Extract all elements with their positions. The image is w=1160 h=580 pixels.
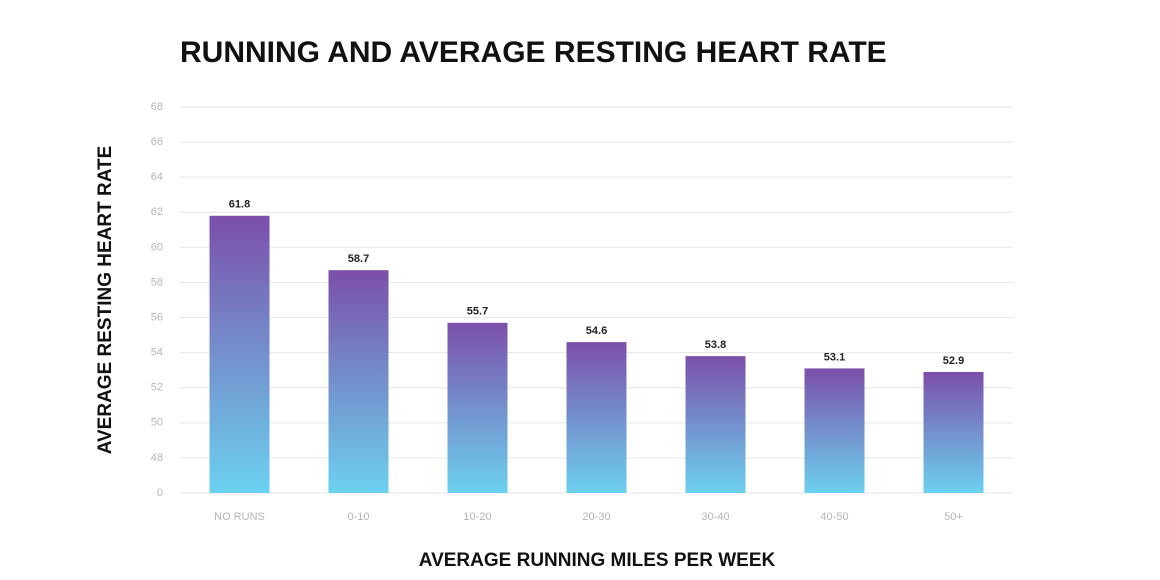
y-tick-label: 50 [151,417,163,429]
y-tick-label: 48 [151,452,163,464]
y-tick-label: 56 [151,311,163,323]
y-axis-label: AVERAGE RESTING HEART RATE [95,146,116,455]
x-tick-label: NO RUNS [214,511,265,523]
x-tick-label: 50+ [944,511,963,523]
bar [685,356,746,493]
bar [566,342,627,493]
x-tick-label: 30-40 [701,511,729,523]
chart-title: RUNNING AND AVERAGE RESTING HEART RATE [180,36,887,69]
y-tick-label: 68 [151,101,163,113]
value-label: 53.8 [705,339,726,351]
value-label: 55.7 [467,306,488,318]
y-tick-label: 62 [151,206,163,218]
value-label: 58.7 [348,253,369,265]
y-tick-label: 0 [157,487,163,499]
value-label: 54.6 [586,325,607,337]
bar [328,270,389,493]
y-tick-label: 54 [151,347,163,359]
x-tick-label: 40-50 [820,511,848,523]
y-tick-label: 64 [151,171,163,183]
value-label: 61.8 [229,199,250,211]
value-label: 53.1 [824,351,845,363]
x-tick-label: 20-30 [582,511,610,523]
y-tick-label: 60 [151,241,163,253]
y-tick-label: 52 [151,382,163,394]
bar [804,368,865,493]
bar [447,322,508,493]
value-label: 52.9 [943,355,964,367]
x-axis-label: AVERAGE RUNNING MILES PER WEEK [419,550,776,571]
bar [923,371,984,493]
y-tick-label: 66 [151,136,163,148]
x-tick-label: 0-10 [347,511,369,523]
bar [209,215,270,494]
y-tick-label: 58 [151,276,163,288]
x-tick-label: 10-20 [463,511,491,523]
